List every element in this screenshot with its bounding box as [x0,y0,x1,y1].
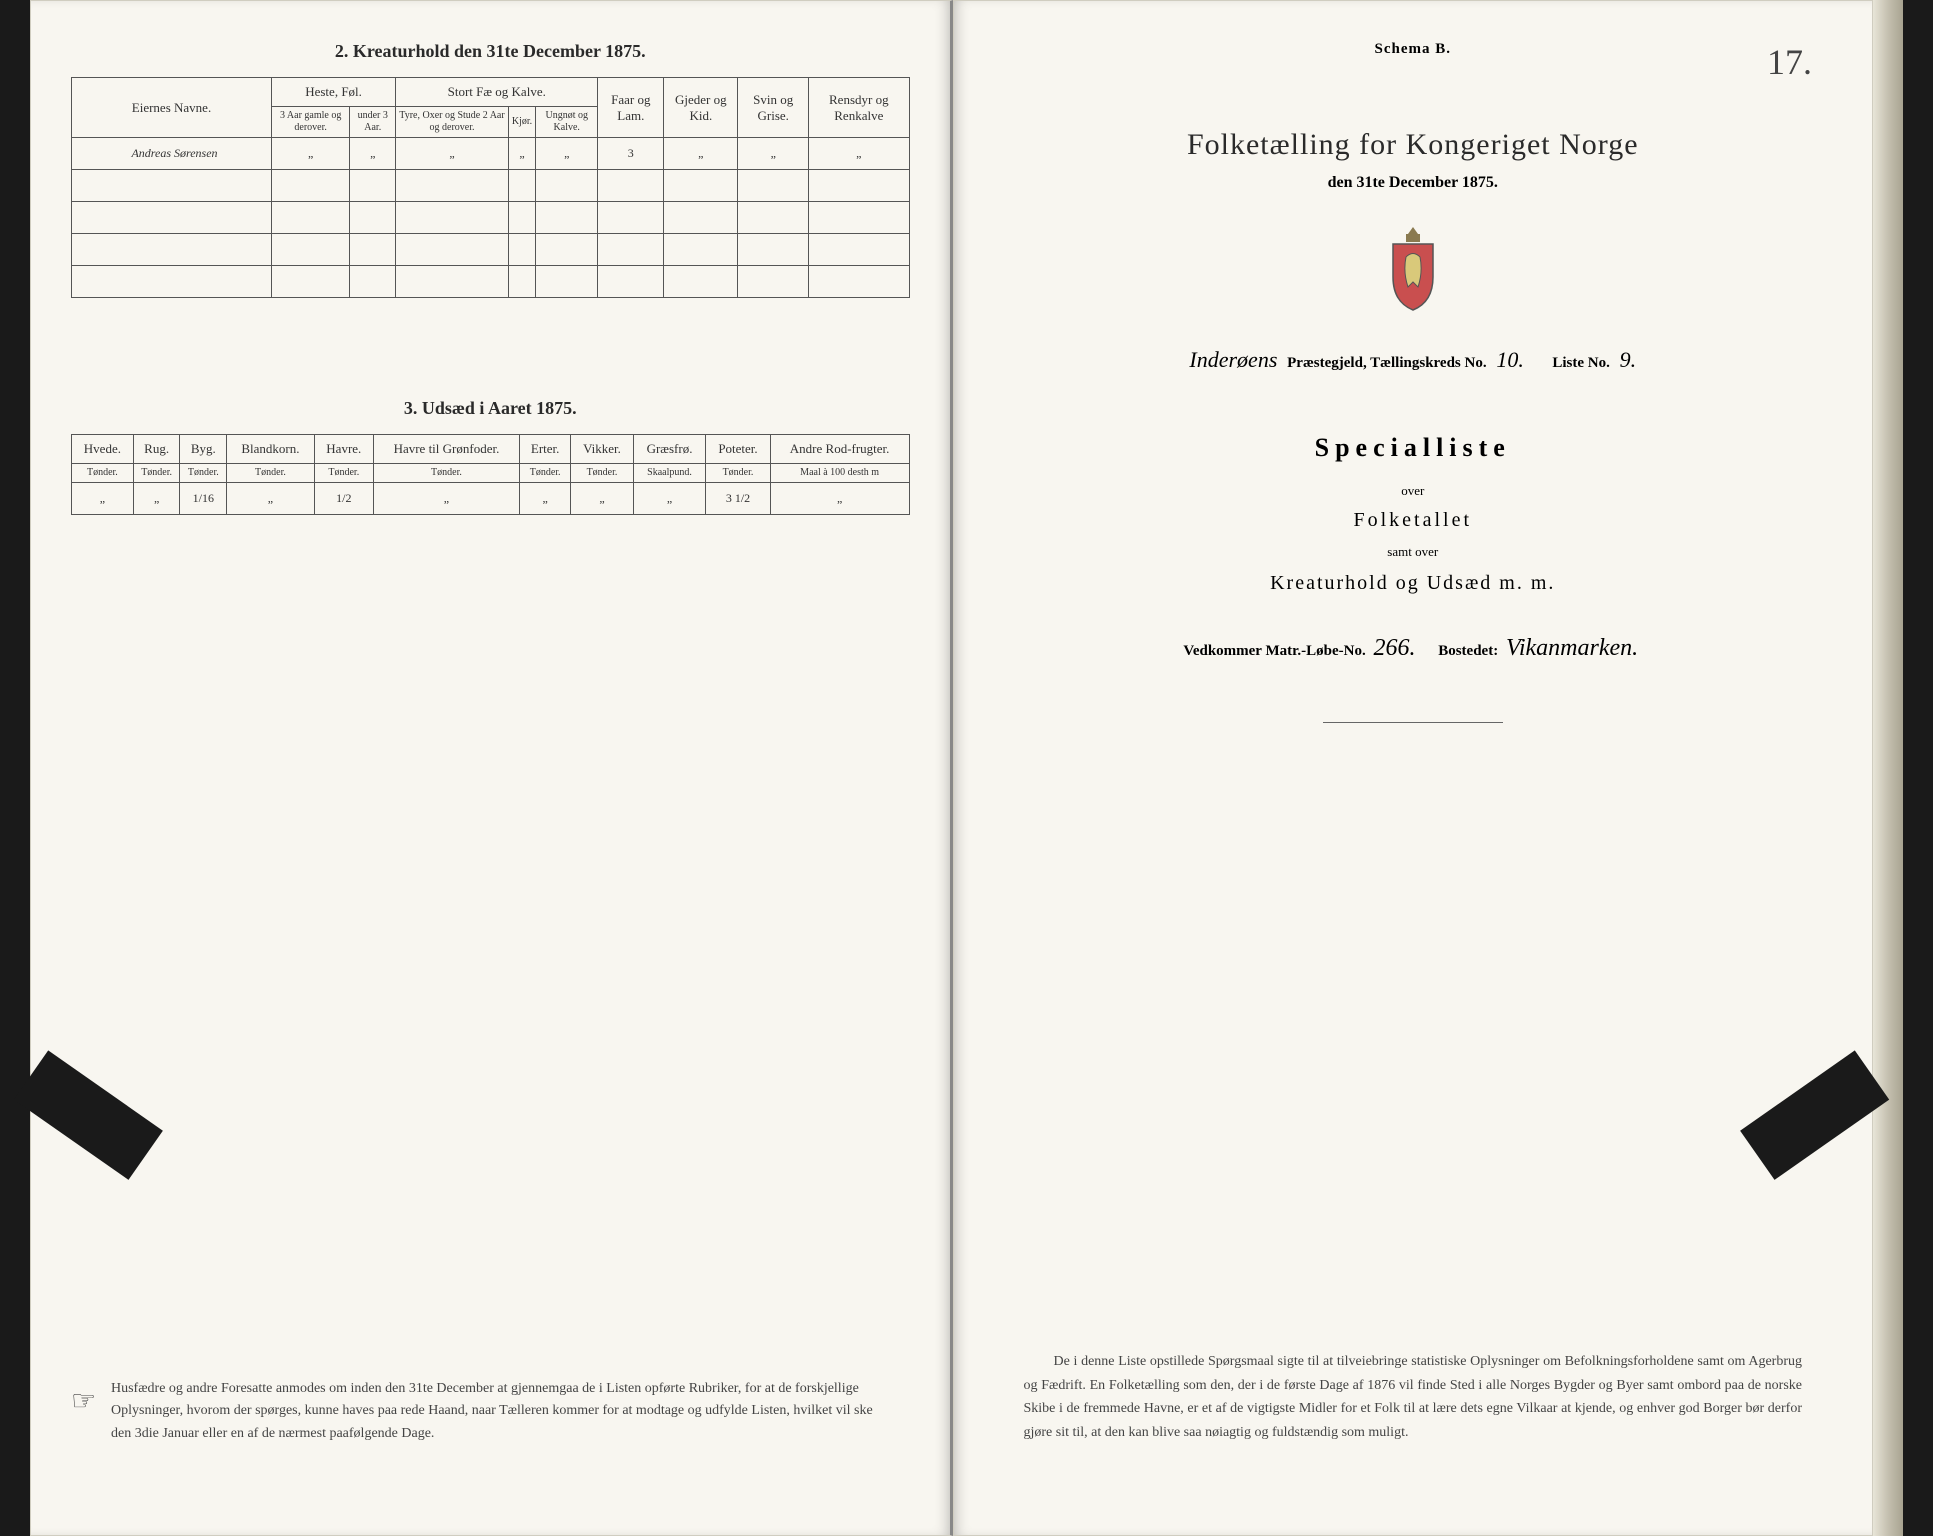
page-clip [14,1050,163,1179]
page-edge [1873,0,1903,1536]
sub-b: under 3 Aar. [350,107,396,138]
cell: „ [809,138,909,170]
u: Tønder. [72,464,134,483]
cell: „ [536,138,598,170]
main-title: Folketælling for Kongeriget Norge [994,128,1833,162]
section3-title: 3. Udsæd i Aaret 1875. [71,398,910,419]
h: Andre Rod-frugter. [770,435,909,464]
pointing-hand-icon: ☞ [71,1380,96,1425]
cell: „ [272,138,350,170]
sub-d: Kjør. [508,107,535,138]
cell: „ [227,483,315,515]
col-gjeder: Gjeder og Kid. [664,78,738,138]
h: Blandkorn. [227,435,315,464]
vedkommer-line: Vedkommer Matr.-Løbe-No. 266. Bostedet: … [994,635,1833,662]
vedkommer-label: Vedkommer Matr.-Løbe-No. [1183,643,1365,659]
h: Poteter. [706,435,770,464]
cell: „ [133,483,180,515]
kreds-no: 10. [1490,347,1530,372]
cell: „ [72,483,134,515]
u: Tønder. [373,464,519,483]
right-footer-text: De i denne Liste opstillede Spørgsmaal s… [1024,1354,1803,1440]
group-stortfae: Stort Fæ og Kalve. [396,78,598,107]
u: Maal à 100 desth m [770,464,909,483]
cell: „ [373,483,519,515]
cell: „ [520,483,571,515]
schema-label: Schema B. [994,41,1833,58]
bostedet-value: Vikanmarken. [1502,635,1642,661]
folketallet: Folketallet [994,509,1833,532]
table-row: „ „ 1/16 „ 1/2 „ „ „ „ 3 1/2 „ [72,483,910,515]
u: Skaalpund. [633,464,705,483]
parish-line: Inderøens Præstegjeld, Tællingskreds No.… [994,347,1833,373]
u: Tønder. [520,464,571,483]
coat-of-arms-icon [994,222,1833,317]
right-footer: De i denne Liste opstillede Spørgsmaal s… [1024,1350,1803,1445]
sub-a: 3 Aar gamle og derover. [272,107,350,138]
table-row [72,234,910,266]
cell: 3 [598,138,664,170]
h: Vikker. [571,435,634,464]
cell: „ [571,483,634,515]
owner-name: Andreas Sørensen [72,138,272,170]
cell: „ [633,483,705,515]
samt-over: samt over [994,544,1833,560]
cell: „ [396,138,509,170]
right-page: Schema B. 17. Folketælling for Kongerige… [953,0,1874,1536]
matr-no: 266. [1369,635,1419,661]
u: Tønder. [133,464,180,483]
col-rensdyr: Rensdyr og Renkalve [809,78,909,138]
date-line: den 31te December 1875. [994,174,1833,192]
kreaturhold-line: Kreaturhold og Udsæd m. m. [994,572,1833,595]
divider [1323,722,1503,723]
cell: „ [770,483,909,515]
h: Rug. [133,435,180,464]
section2-title: 2. Kreaturhold den 31te December 1875. [71,41,910,62]
livestock-table: Eiernes Navne. Heste, Føl. Stort Fæ og K… [71,77,910,298]
sub-e: Ungnøt og Kalve. [536,107,598,138]
col-svin: Svin og Grise. [738,78,809,138]
over-text: over [994,483,1833,499]
liste-no: 9. [1614,347,1643,372]
cell: 1/2 [314,483,373,515]
table-row: Andreas Sørensen „ „ „ „ „ 3 „ „ „ [72,138,910,170]
cell: „ [664,138,738,170]
specialliste-heading: Specialliste [994,433,1833,463]
h: Havre. [314,435,373,464]
u: Tønder. [706,464,770,483]
col-faar: Faar og Lam. [598,78,664,138]
bostedet-label: Bostedet: [1438,643,1498,659]
cell: „ [508,138,535,170]
page-number: 17. [1767,41,1812,83]
seed-table: Hvede. Rug. Byg. Blandkorn. Havre. Havre… [71,434,910,515]
group-heste: Heste, Føl. [272,78,396,107]
cell: 3 1/2 [706,483,770,515]
h: Erter. [520,435,571,464]
owner-header: Eiernes Navne. [72,78,272,138]
liste-label: Liste No. [1552,355,1610,371]
parish-name: Inderøens [1183,347,1283,372]
u: Tønder. [180,464,227,483]
cell: „ [738,138,809,170]
left-footer: ☞ Husfædre og andre Foresatte anmodes om… [111,1378,890,1445]
parish-label: Præstegjeld, Tællingskreds No. [1287,355,1486,371]
table-row [72,266,910,298]
left-page: 2. Kreaturhold den 31te December 1875. E… [30,0,953,1536]
h: Havre til Grønfoder. [373,435,519,464]
u: Tønder. [227,464,315,483]
sub-c: Tyre, Oxer og Stude 2 Aar og derover. [396,107,509,138]
table-row [72,202,910,234]
table-row [72,170,910,202]
h: Hvede. [72,435,134,464]
cell: „ [350,138,396,170]
u: Tønder. [314,464,373,483]
u: Tønder. [571,464,634,483]
h: Græsfrø. [633,435,705,464]
h: Byg. [180,435,227,464]
cell: 1/16 [180,483,227,515]
footer-text: Husfædre og andre Foresatte anmodes om i… [111,1381,873,1441]
page-clip [1740,1050,1889,1179]
